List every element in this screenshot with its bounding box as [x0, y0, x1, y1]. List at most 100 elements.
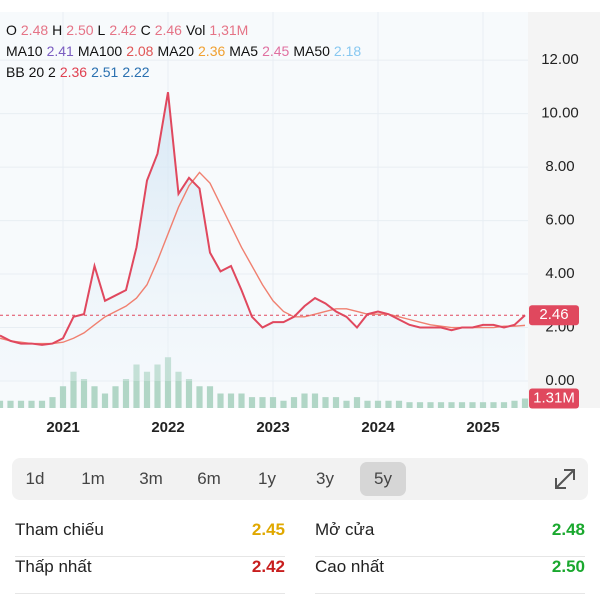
volume-bar: [322, 397, 329, 408]
volume-bar: [353, 397, 361, 408]
y-tick-label: 6.00: [545, 212, 574, 229]
volume-bar: [343, 400, 350, 408]
range-button[interactable]: 1d: [25, 469, 45, 488]
stat-row: Tham chiếu 2.45: [15, 520, 285, 557]
range-button[interactable]: 3y: [316, 469, 334, 488]
last-price-label: 2.46: [539, 306, 568, 323]
y-tick-label: 4.00: [545, 265, 574, 282]
volume-bar: [248, 397, 256, 408]
stat-row: Thấp nhất 2.42: [15, 557, 285, 594]
volume-bar: [385, 400, 392, 408]
ma-label: MA100: [77, 43, 123, 59]
ohlc-label: O: [6, 22, 17, 38]
volume-bar: [511, 400, 518, 408]
expand-icon[interactable]: [550, 464, 580, 494]
last-volume-label: 1.31M: [533, 389, 575, 406]
legend: O 2.48 H 2.50 L 2.42 C 2.46 Vol 1,31M MA10 2.41 MA10…: [6, 20, 365, 83]
series-line: [0, 171, 526, 345]
range-button[interactable]: 1y: [258, 469, 276, 488]
ohlc-label: C: [140, 22, 151, 38]
range-button[interactable]: 3m: [139, 469, 163, 488]
bb-label: BB 20 2: [6, 64, 56, 80]
stat-label: Thấp nhất: [15, 557, 92, 576]
ohlc-value: 2.42: [109, 22, 137, 38]
stat-row: Cao nhất 2.50: [315, 557, 585, 594]
volume-bar: [80, 379, 88, 408]
x-tick-label: 2024: [361, 419, 395, 436]
stat-label: Tham chiếu: [15, 520, 104, 539]
ohlc-value: 2.50: [66, 22, 94, 38]
last-volume-box: [529, 388, 579, 409]
volume-bar: [311, 393, 319, 408]
volume-bar: [185, 379, 193, 408]
volume-bar: [280, 400, 287, 408]
volume-bar: [164, 357, 172, 408]
range-button[interactable]: 5y: [360, 462, 406, 496]
last-price-box: [529, 305, 579, 326]
y-tick-label: 12.00: [541, 51, 579, 68]
volume-bar: [238, 393, 245, 408]
volume-bar: [290, 397, 298, 408]
volume-bar: [217, 393, 224, 408]
range-button[interactable]: 6m: [197, 469, 221, 488]
legend-row: BB 20 2 2.36 2.51 2.22: [6, 62, 365, 83]
volume-bar: [427, 402, 434, 408]
series-line: [0, 92, 526, 346]
volume-bar: [206, 386, 214, 408]
volume-bar: [364, 400, 371, 408]
volume-bar: [0, 400, 4, 408]
x-tick-label: 2021: [46, 419, 79, 436]
volume-bar: [175, 371, 182, 408]
bb-value: 2.22: [122, 64, 150, 80]
ma-label: MA10: [6, 43, 43, 59]
y-tick-label: 0.00: [545, 372, 574, 389]
stat-value: 2.50: [551, 557, 585, 576]
volume-bar: [332, 397, 340, 408]
ma-label: MA50: [293, 43, 330, 59]
volume-bar: [70, 371, 77, 408]
volume-bar: [28, 400, 35, 408]
stat-row: Mở cửa 2.48: [315, 520, 585, 557]
volume-bar: [154, 364, 161, 408]
volume-bar: [448, 402, 455, 408]
ohlc-value: 2.46: [154, 22, 182, 38]
volume-bar: [122, 379, 130, 408]
range-button[interactable]: 1m: [81, 469, 105, 488]
volume-bar: [406, 402, 413, 408]
ma-value: 2.41: [46, 43, 74, 59]
ohlc-label: Vol: [185, 22, 206, 38]
volume-bar: [490, 402, 497, 408]
volume-bar: [38, 400, 46, 408]
volume-bar: [143, 371, 151, 408]
ohlc-value: 2.48: [20, 22, 49, 38]
axis-bg: [528, 12, 600, 408]
volume-bar: [112, 386, 119, 408]
ma-value: 2.18: [333, 43, 362, 59]
stat-label: Mở cửa: [315, 520, 375, 539]
y-tick-label: 8.00: [545, 158, 574, 175]
volume-bar: [91, 386, 98, 408]
volume-bar: [196, 386, 203, 408]
volume-bar: [374, 400, 382, 408]
range-bar: 1d 1m 3m 6m 1y 3y 5y: [12, 458, 588, 500]
volume-bar: [301, 393, 308, 408]
volume-bar: [101, 393, 109, 408]
volume-bar: [227, 393, 235, 408]
volume-bar: [49, 397, 56, 408]
legend-row: MA10 2.41 MA100 2.08 MA20 2.36 MA5 2.45 MA50 2.18: [6, 41, 365, 62]
volume-bar: [7, 400, 14, 408]
stat-value: 2.45: [251, 520, 285, 539]
x-tick-label: 2025: [466, 419, 499, 436]
legend-row: O 2.48 H 2.50 L 2.42 C 2.46 Vol 1,31M: [6, 20, 365, 41]
ohlc-value: 1,31M: [209, 22, 249, 38]
volume-bar: [458, 402, 466, 408]
volume-bar: [500, 402, 508, 408]
volume-bar: [259, 397, 266, 408]
volume-bar: [395, 400, 403, 408]
y-tick-label: 10.00: [541, 105, 579, 122]
bb-value: 2.51: [91, 64, 119, 80]
ma-value: 2.08: [126, 43, 154, 59]
volume-bar: [479, 402, 487, 408]
